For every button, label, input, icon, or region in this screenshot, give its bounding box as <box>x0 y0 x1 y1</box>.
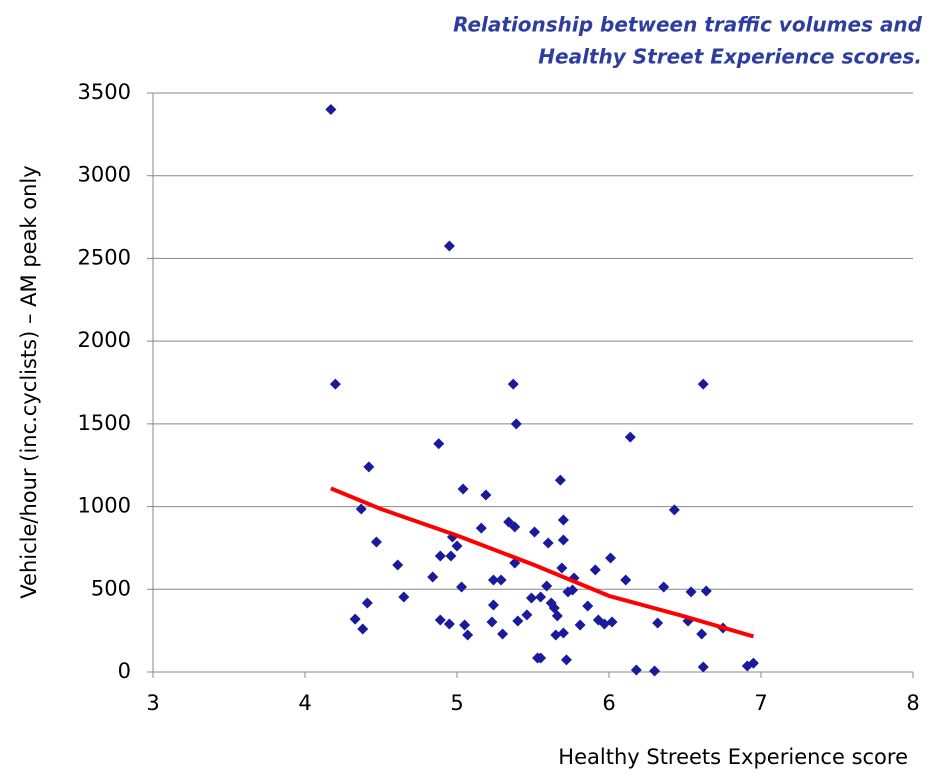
point <box>433 438 445 450</box>
point <box>747 657 759 669</box>
point <box>649 665 661 677</box>
point <box>443 618 455 630</box>
y-tick-label: 2500 <box>78 245 131 269</box>
point <box>557 627 569 639</box>
point <box>697 661 709 673</box>
point <box>503 516 515 528</box>
point <box>457 483 469 495</box>
point <box>487 574 499 586</box>
point <box>507 378 519 390</box>
point <box>434 550 446 562</box>
point <box>357 623 369 635</box>
y-tick-label: 1500 <box>78 411 131 435</box>
y-tick-label: 1000 <box>78 494 131 518</box>
point <box>459 619 471 631</box>
point <box>535 652 547 664</box>
point <box>434 614 446 626</box>
point <box>550 629 562 641</box>
point <box>560 654 572 666</box>
point <box>398 591 410 603</box>
x-tick-label: 5 <box>450 691 463 715</box>
point <box>541 580 553 592</box>
point <box>589 564 601 576</box>
x-tick-label: 7 <box>754 691 767 715</box>
x-axis-label: Healthy Streets Experience score <box>558 745 908 769</box>
point <box>535 591 547 603</box>
x-tick-label: 8 <box>906 691 919 715</box>
y-tick-label: 3000 <box>78 163 131 187</box>
chart-title: Relationship between traffic volumes and <box>453 13 923 37</box>
point <box>700 585 712 597</box>
point <box>630 664 642 676</box>
point <box>355 503 367 515</box>
point <box>605 552 617 564</box>
point <box>462 629 474 641</box>
point <box>652 617 664 629</box>
x-tick-label: 6 <box>602 691 615 715</box>
point <box>658 581 670 593</box>
y-tick-label: 2000 <box>78 328 131 352</box>
chart-title: Healthy Street Experience scores. <box>538 45 922 69</box>
y-tick-label: 0 <box>118 659 131 683</box>
point <box>574 619 586 631</box>
point <box>445 550 457 562</box>
point <box>542 537 554 549</box>
y-axis-label: Vehicle/hour (inc.cyclists) – AM peak on… <box>17 165 41 598</box>
point <box>582 600 594 612</box>
point <box>427 571 439 583</box>
point <box>606 616 618 628</box>
point <box>456 581 468 593</box>
point <box>551 610 563 622</box>
point <box>556 562 568 574</box>
point <box>567 584 579 596</box>
point <box>598 618 610 630</box>
point <box>443 240 455 252</box>
point <box>554 474 566 486</box>
point <box>525 592 537 604</box>
point <box>370 536 382 548</box>
point <box>668 504 680 516</box>
point <box>696 628 708 640</box>
y-tick-label: 3500 <box>78 80 131 104</box>
point <box>697 378 709 390</box>
point <box>510 418 522 430</box>
point <box>361 597 373 609</box>
point <box>329 378 341 390</box>
point <box>363 461 375 473</box>
point <box>486 616 498 628</box>
point <box>475 522 487 534</box>
point <box>620 574 632 586</box>
point <box>521 609 533 621</box>
point <box>557 514 569 526</box>
point <box>509 521 521 533</box>
point <box>487 599 499 611</box>
point <box>624 431 636 443</box>
point <box>392 559 404 571</box>
point <box>557 534 569 546</box>
point <box>480 489 492 501</box>
point <box>529 526 541 538</box>
point <box>495 574 507 586</box>
x-tick-label: 3 <box>146 691 159 715</box>
point <box>349 613 361 625</box>
point <box>451 540 463 552</box>
y-tick-label: 500 <box>91 576 131 600</box>
point <box>685 586 697 598</box>
point <box>325 104 337 116</box>
point <box>497 628 509 640</box>
trend-line <box>330 486 754 639</box>
point <box>512 615 524 627</box>
x-tick-label: 4 <box>298 691 311 715</box>
